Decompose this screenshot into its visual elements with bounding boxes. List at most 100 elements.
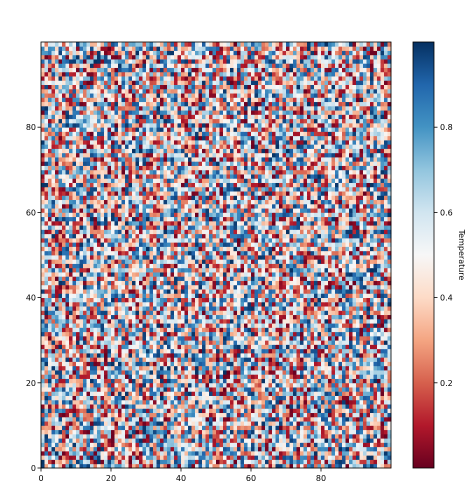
heatmap-cell — [377, 306, 381, 311]
heatmap-cell — [69, 289, 73, 294]
heatmap-cell — [363, 391, 367, 396]
heatmap-cell — [44, 306, 49, 311]
heatmap-cell — [286, 446, 290, 452]
heatmap-cell — [223, 301, 227, 307]
heatmap-cell — [104, 391, 108, 396]
heatmap-cell — [307, 455, 311, 460]
heatmap-cell — [198, 433, 203, 439]
heatmap-cell — [289, 459, 294, 465]
heatmap-cell — [307, 463, 311, 469]
heatmap-cell — [233, 438, 238, 443]
heatmap-cell — [104, 459, 108, 465]
heatmap-cell — [258, 331, 262, 337]
heatmap-cell — [65, 421, 70, 426]
heatmap-cell — [48, 412, 52, 418]
heatmap-cell — [114, 378, 119, 384]
heatmap-cell — [338, 335, 343, 341]
heatmap-cell — [384, 280, 388, 286]
heatmap-cell — [209, 263, 213, 269]
heatmap-cell — [142, 370, 147, 375]
heatmap-cell — [90, 382, 94, 388]
heatmap-cell — [324, 404, 329, 409]
heatmap-cell — [331, 455, 336, 460]
heatmap-cell — [132, 357, 136, 362]
heatmap-cell — [268, 433, 273, 439]
heatmap-cell — [310, 352, 315, 358]
heatmap-cell — [387, 416, 392, 422]
heatmap-cell — [153, 433, 157, 439]
heatmap-cell — [307, 348, 311, 354]
heatmap-cell — [324, 378, 329, 384]
heatmap-cell — [352, 280, 357, 286]
heatmap-cell — [121, 352, 126, 358]
heatmap-cell — [135, 361, 140, 367]
heatmap-cell — [324, 442, 329, 448]
heatmap-cell — [139, 412, 143, 418]
heatmap-cell — [282, 463, 287, 469]
heatmap-cell — [244, 289, 248, 294]
heatmap-cell — [135, 412, 140, 418]
heatmap-cell — [272, 344, 276, 350]
heatmap-cell — [198, 318, 203, 324]
heatmap-cell — [128, 412, 133, 418]
heatmap-cell — [254, 378, 259, 384]
heatmap-cell — [219, 327, 224, 333]
heatmap-cell — [83, 378, 87, 384]
heatmap-cell — [90, 459, 94, 465]
heatmap-cell — [205, 450, 210, 456]
heatmap-cell — [205, 335, 210, 341]
heatmap-cell — [139, 293, 143, 298]
heatmap-cell — [310, 335, 315, 341]
heatmap-cell — [135, 382, 140, 388]
heatmap-cell — [69, 272, 73, 277]
heatmap-cell — [111, 272, 115, 277]
heatmap-cell — [195, 416, 199, 422]
heatmap-cell — [69, 293, 73, 298]
heatmap-cell — [41, 335, 45, 341]
heatmap-cell — [191, 331, 196, 337]
heatmap-cell — [209, 425, 213, 431]
heatmap-cell — [338, 348, 343, 354]
heatmap-cell — [296, 331, 301, 337]
heatmap-cell — [146, 323, 150, 328]
heatmap-cell — [184, 327, 189, 333]
heatmap-cell — [275, 429, 280, 435]
heatmap-cell — [174, 297, 178, 303]
heatmap-cell — [181, 370, 185, 375]
heatmap-cell — [83, 357, 87, 362]
heatmap-cell — [100, 267, 105, 273]
heatmap-cell — [370, 284, 374, 290]
heatmap-cell — [272, 310, 276, 316]
heatmap-cell — [307, 259, 311, 264]
heatmap-cell — [244, 408, 248, 414]
heatmap-cell — [111, 327, 115, 333]
heatmap-cell — [142, 387, 147, 392]
heatmap-cell — [163, 374, 168, 379]
heatmap-cell — [219, 382, 224, 388]
heatmap-cell — [184, 323, 189, 328]
heatmap-cell — [181, 455, 185, 460]
heatmap-cell — [230, 387, 234, 392]
heatmap-cell — [160, 450, 164, 456]
heatmap-cell — [188, 280, 192, 286]
heatmap-cell — [142, 382, 147, 388]
heatmap-cell — [265, 425, 269, 431]
heatmap-cell — [223, 391, 227, 396]
heatmap-cell — [366, 399, 371, 405]
heatmap-cell — [97, 344, 101, 350]
heatmap-cell — [48, 293, 52, 298]
heatmap-cell — [349, 310, 353, 316]
heatmap-cell — [86, 310, 91, 316]
heatmap-cell — [230, 340, 234, 345]
heatmap-cell — [321, 455, 325, 460]
heatmap-cell — [195, 399, 199, 405]
heatmap-cell — [279, 306, 283, 311]
heatmap-cell — [93, 421, 98, 426]
heatmap-cell — [377, 412, 381, 418]
heatmap-cell — [377, 365, 381, 371]
heatmap-cell — [335, 382, 339, 388]
heatmap-cell — [44, 408, 49, 414]
heatmap-cell — [191, 412, 196, 418]
heatmap-cell — [65, 382, 70, 388]
heatmap-cell — [240, 340, 245, 345]
